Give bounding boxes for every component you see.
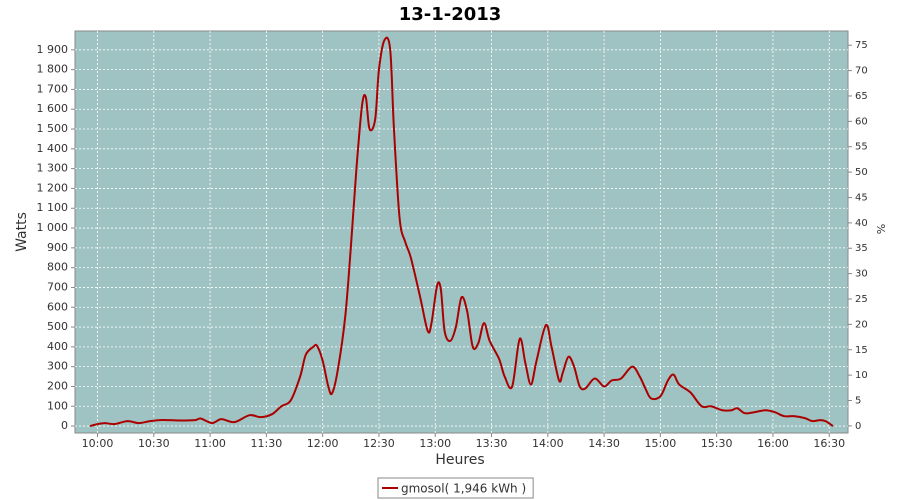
y-tick-label: 1 100 [37, 201, 69, 214]
y2-tick-label: 55 [855, 142, 868, 153]
y-tick-label: 1 200 [37, 181, 69, 194]
x-tick-label: 13:30 [476, 437, 508, 450]
legend: gmosol( 1,946 kWh ) [377, 477, 534, 499]
x-tick-label: 15:30 [701, 437, 733, 450]
y-tick-label: 1 700 [37, 82, 69, 95]
y2-tick-label: 60 [855, 116, 868, 127]
y-tick-label: 1 400 [37, 142, 69, 155]
y2-tick-label: 70 [855, 66, 868, 77]
x-tick-label: 11:00 [194, 437, 226, 450]
x-tick-label: 14:00 [532, 437, 564, 450]
y2-tick-label: 0 [855, 421, 861, 432]
x-tick-label: 14:30 [588, 437, 620, 450]
y-tick-label: 600 [47, 300, 68, 313]
legend-label: gmosol( 1,946 kWh ) [401, 482, 526, 496]
y-tick-label: 700 [47, 280, 68, 293]
y-tick-label: 500 [47, 320, 68, 333]
chart-title: 13-1-2013 [399, 4, 502, 25]
x-axis-label: Heures [435, 452, 484, 468]
y-tick-label: 0 [61, 419, 68, 432]
x-tick-label: 15:00 [645, 437, 677, 450]
plot-area [74, 30, 849, 434]
y-tick-label: 900 [47, 241, 68, 254]
x-tick-label: 10:00 [82, 437, 114, 450]
y-tick-label: 100 [47, 399, 68, 412]
x-tick-label: 13:00 [419, 437, 451, 450]
y-tick-label: 400 [47, 340, 68, 353]
x-tick-label: 11:30 [251, 437, 283, 450]
y2-tick-label: 40 [855, 218, 868, 229]
y-tick-label: 300 [47, 360, 68, 373]
y-tick-label: 1 300 [37, 162, 69, 175]
x-tick-label: 16:30 [813, 437, 845, 450]
y2-tick-label: 50 [855, 167, 868, 178]
y2-axis-label: % [875, 224, 888, 234]
y-tick-label: 1 600 [37, 102, 69, 115]
x-tick-label: 12:00 [307, 437, 339, 450]
y2-tick-label: 10 [855, 370, 868, 381]
y-tick-label: 1 800 [37, 63, 69, 76]
x-tick-label: 12:30 [363, 437, 395, 450]
y2-tick-label: 5 [855, 396, 861, 407]
y-tick-label: 1 500 [37, 122, 69, 135]
data-line [89, 36, 834, 428]
y-tick-label: 1 000 [37, 221, 69, 234]
y2-tick-label: 45 [855, 192, 868, 203]
y2-tick-label: 30 [855, 269, 868, 280]
x-tick-label: 10:30 [138, 437, 170, 450]
y2-tick-label: 25 [855, 294, 868, 305]
y2-tick-label: 35 [855, 243, 868, 254]
y-tick-label: 1 900 [37, 43, 69, 56]
y2-tick-label: 65 [855, 91, 868, 102]
y2-tick-label: 15 [855, 345, 868, 356]
legend-box [377, 477, 534, 499]
y-axis-label: Watts [14, 212, 30, 252]
y2-tick-label: 20 [855, 319, 868, 330]
y-tick-label: 200 [47, 379, 68, 392]
y2-tick-label: 75 [855, 40, 868, 51]
y-tick-label: 800 [47, 261, 68, 274]
x-tick-label: 16:00 [757, 437, 789, 450]
